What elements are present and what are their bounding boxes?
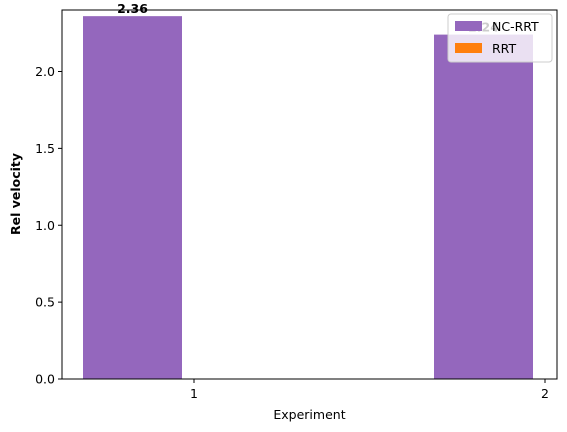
y-tick-label: 0.5 <box>35 295 55 310</box>
bar-nc-rrt-2 <box>434 34 533 379</box>
legend-label-nc-rrt: NC-RRT <box>492 19 539 34</box>
y-tick-label: 2.0 <box>35 64 55 79</box>
plot-area: 2.362.24 <box>61 1 558 380</box>
legend-label-rrt: RRT <box>492 41 516 56</box>
bar-nc-rrt-1 <box>83 16 182 380</box>
data-label-1: 2.36 <box>117 1 148 16</box>
y-tick-label: 1.5 <box>35 141 55 156</box>
plot-frame <box>61 9 558 380</box>
y-tick-label: 1.0 <box>35 218 55 233</box>
bars-group <box>83 16 533 380</box>
y-axis-label: Rel velocity <box>8 153 23 235</box>
legend-swatch-rrt <box>455 43 482 53</box>
legend-swatch-nc-rrt <box>455 21 482 31</box>
x-tick-label: 1 <box>190 386 198 401</box>
y-axis: 0.0 0.5 1.0 1.5 2.0 <box>35 64 62 387</box>
x-axis-label: Experiment <box>273 407 345 422</box>
x-tick-label: 2 <box>541 386 549 401</box>
y-tick-label: 0.0 <box>35 372 55 387</box>
legend: NC-RRT RRT <box>447 13 553 63</box>
